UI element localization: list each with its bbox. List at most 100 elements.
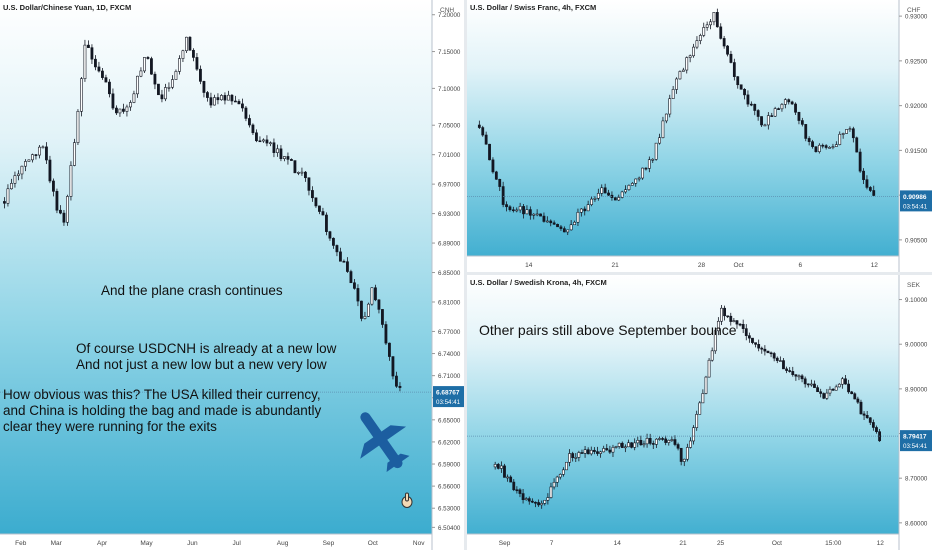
x-tick-label: Jul [233, 540, 242, 547]
candle-body [853, 393, 857, 400]
candle-body [209, 97, 213, 106]
candle-body [83, 44, 87, 79]
candle-body [248, 118, 251, 126]
candle-body [237, 101, 241, 105]
time-axis[interactable] [0, 534, 464, 550]
candle-body [506, 476, 509, 479]
y-tick-label: 6.53000 [438, 506, 461, 513]
candle-body [153, 73, 157, 85]
chart-panel-usdchf[interactable]: CHF0.930000.925000.920000.915000.910000.… [467, 0, 932, 272]
candle-body [552, 481, 556, 488]
chart-panel-usdcnh[interactable]: CNH 7.20000 7.15000 7.10000 7.05000 7.01000 6.… [0, 0, 464, 550]
candle-body [543, 499, 547, 504]
candle-body [286, 156, 290, 160]
candle-body [682, 458, 686, 462]
candle-body [522, 206, 525, 215]
price-tag-value: 8.79417 [903, 434, 927, 441]
price-axis[interactable] [899, 0, 932, 272]
candle-body [276, 148, 279, 153]
candle-body [859, 401, 863, 415]
candle-body [811, 141, 814, 147]
candle-body [530, 500, 534, 503]
candle-body [353, 282, 356, 289]
candle-body [528, 209, 532, 216]
candle-body [777, 108, 780, 110]
candle-body [370, 287, 374, 305]
candle-body [675, 78, 678, 90]
candle-body [824, 145, 828, 148]
candle-body [726, 45, 729, 55]
candle-body [566, 229, 570, 233]
candle-body [501, 186, 505, 205]
time-axis[interactable] [467, 256, 932, 272]
candle-body [318, 205, 321, 212]
candle-body [59, 209, 62, 214]
candle-body [831, 146, 835, 148]
x-tick-label: Oct [368, 540, 378, 547]
candle-body [556, 223, 559, 228]
candle-body [770, 115, 774, 117]
candle-body [633, 442, 637, 448]
candle-body [279, 148, 283, 159]
candle-body [269, 142, 272, 145]
candle-body [756, 110, 760, 117]
candle-body [542, 215, 546, 222]
candle-body [216, 97, 220, 101]
candle-body [732, 62, 736, 77]
candle-body [590, 198, 593, 205]
candle-body [223, 95, 227, 101]
candle-body [729, 315, 733, 322]
candle-body [838, 133, 842, 145]
chart-panel-usdsek[interactable]: SEK9.100009.000008.900008.800008.700008.… [467, 275, 932, 550]
candle-body [108, 81, 111, 95]
candle-body [94, 58, 97, 68]
currency-label: SEK [907, 282, 921, 289]
candle-body [97, 66, 101, 72]
y-tick-label: 8.90000 [905, 386, 928, 393]
candle-body [760, 116, 763, 126]
annotation-china: and China is holding the bag and made is… [3, 403, 322, 418]
price-tag [900, 430, 932, 452]
candle-body [540, 503, 544, 506]
candle-body [744, 328, 748, 336]
candle-body [518, 489, 522, 494]
price-axis[interactable] [899, 275, 932, 550]
x-tick-label: 28 [698, 262, 706, 269]
candle-body [45, 146, 48, 161]
candle-body [814, 146, 818, 153]
candle-body [304, 171, 307, 179]
candle-body [868, 417, 872, 423]
candle-body [521, 493, 525, 501]
candle-body [342, 260, 346, 263]
airplane-icon [360, 412, 410, 472]
candle-body [52, 180, 55, 192]
candle-body [579, 208, 583, 213]
candle-body [637, 177, 641, 180]
candle-body [822, 393, 826, 399]
candle-body [736, 76, 740, 86]
candle-body [34, 154, 38, 156]
candle-body [160, 94, 164, 100]
price-tag [433, 386, 464, 408]
candle-body [729, 53, 733, 63]
candle-body [62, 212, 66, 223]
candle-body [858, 151, 862, 172]
candle-body [661, 120, 665, 138]
time-axis[interactable] [467, 534, 932, 550]
candle-body [586, 449, 590, 455]
usdchf-chart[interactable]: CHF0.930000.925000.920000.915000.910000.… [467, 0, 932, 272]
candle-body [834, 144, 838, 147]
candle-body [851, 128, 855, 139]
candle-body [868, 187, 872, 191]
x-tick-label: Nov [413, 540, 425, 547]
candle-body [307, 177, 311, 191]
price-axis[interactable] [432, 0, 464, 550]
candle-body [825, 392, 829, 399]
candle-body [297, 172, 300, 174]
usdsek-chart[interactable]: SEK9.100009.000008.900008.800008.700008.… [467, 275, 932, 550]
candle-body [623, 446, 627, 449]
candle-body [723, 307, 726, 317]
candle-body [300, 171, 304, 174]
bar-countdown: 03:54:41 [903, 443, 928, 450]
